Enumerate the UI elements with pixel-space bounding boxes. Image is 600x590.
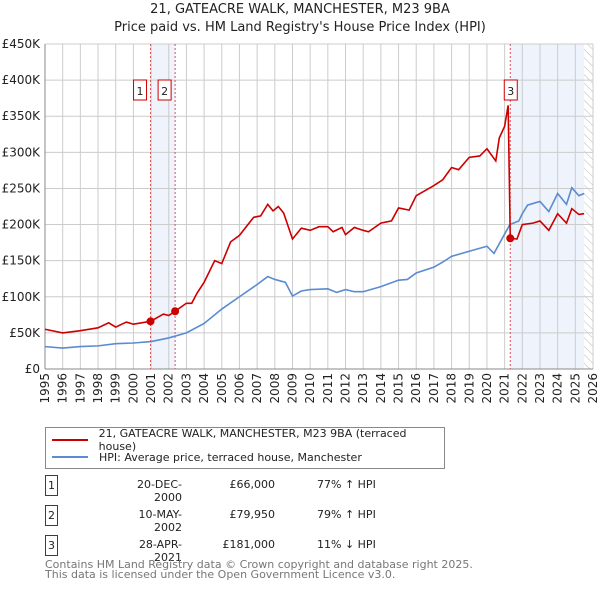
sale-date: 10-MAY-2002 <box>138 508 182 534</box>
y-tick-label: £100K <box>2 290 42 304</box>
x-tick-label: 2008 <box>268 373 282 404</box>
legend-item-property: 21, GATEACRE WALK, MANCHESTER, M23 9BA (… <box>52 427 444 453</box>
y-tick-label: £300K <box>2 145 42 159</box>
sale-point <box>146 317 155 326</box>
sale-hpi-diff: 77% ↑ HPI <box>317 478 376 491</box>
x-tick-label: 1995 <box>38 373 52 404</box>
x-tick-label: 2013 <box>356 373 370 404</box>
x-tick-label: 1998 <box>91 373 105 404</box>
sale-row: 1 20-DEC-2000 £66,000 77% ↑ HPI <box>45 475 445 504</box>
sale-date: 20-DEC-2000 <box>136 478 182 504</box>
sale-label: 2 <box>161 85 168 98</box>
y-tick-label: £400K <box>2 73 42 87</box>
sale-hpi-diff: 79% ↑ HPI <box>317 508 376 521</box>
legend-swatch-blue <box>52 456 88 458</box>
sale-label-box <box>503 79 518 101</box>
sale-marker-badge: 2 <box>45 505 58 526</box>
sale-label-box <box>133 79 148 101</box>
x-tick-label: 2006 <box>232 373 246 404</box>
y-tick-label: £350K <box>2 109 42 123</box>
x-tick-label: 2011 <box>321 373 335 404</box>
x-tick-label: 2005 <box>215 373 229 404</box>
sale-label: 3 <box>507 85 514 98</box>
sale-point <box>506 234 515 243</box>
legend: 21, GATEACRE WALK, MANCHESTER, M23 9BA (… <box>45 427 445 469</box>
property-price-line <box>44 105 585 334</box>
x-tick-label: 2016 <box>409 373 423 404</box>
x-tick-label: 2002 <box>162 373 176 404</box>
x-tick-label: 2009 <box>285 373 299 404</box>
forecast-hatch <box>584 44 593 369</box>
sale-hpi-diff: 11% ↓ HPI <box>317 538 376 551</box>
chart-title: 21, GATEACRE WALK, MANCHESTER, M23 9BA <box>150 2 450 17</box>
sale-marker-badge: 3 <box>45 535 58 556</box>
y-tick-label: £450K <box>2 37 42 51</box>
sale-row: 3 28-APR-2021 £181,000 11% ↓ HPI <box>45 535 445 564</box>
sale-point <box>171 307 180 316</box>
sale-price: £66,000 <box>229 478 276 491</box>
x-tick-label: 2022 <box>515 373 529 404</box>
legend-item-hpi: HPI: Average price, terraced house, Manc… <box>52 449 362 465</box>
x-tick-label: 2018 <box>445 373 459 404</box>
x-tick-label: 1997 <box>73 373 87 404</box>
sale-label: 1 <box>137 85 144 98</box>
x-tick-label: 1999 <box>109 373 123 404</box>
sale-date: 28-APR-2021 <box>138 538 182 564</box>
footer: Contains HM Land Registry data © Crown c… <box>45 558 473 581</box>
x-tick-label: 2015 <box>392 373 406 404</box>
sale-marker-badge: 1 <box>45 475 58 496</box>
legend-swatch-red <box>52 439 88 441</box>
legend-label: 21, GATEACRE WALK, MANCHESTER, M23 9BA (… <box>98 427 407 453</box>
x-tick-label: 2026 <box>586 373 600 404</box>
sale-price: £79,950 <box>229 508 276 521</box>
x-tick-label: 2025 <box>568 373 582 404</box>
legend-label: HPI: Average price, terraced house, Manc… <box>99 450 362 464</box>
sale-row: 2 10-MAY-2002 £79,950 79% ↑ HPI <box>45 505 445 534</box>
x-tick-label: 2012 <box>339 373 353 404</box>
x-tick-label: 1996 <box>56 373 70 404</box>
x-tick-label: 2003 <box>179 373 193 404</box>
y-tick-label: £50K <box>9 326 41 340</box>
y-tick-label: £150K <box>2 254 42 268</box>
sale-label-box <box>157 79 172 101</box>
x-tick-label: 2017 <box>427 373 441 404</box>
x-tick-label: 2020 <box>480 373 494 404</box>
y-tick-label: £200K <box>2 218 42 232</box>
footer-line: This data is licensed under the Open Gov… <box>45 568 396 581</box>
hpi-line <box>44 186 585 349</box>
x-tick-label: 2001 <box>144 373 158 404</box>
x-tick-label: 2014 <box>374 373 388 404</box>
x-tick-label: 2010 <box>303 373 317 404</box>
sale-price: £181,000 <box>222 538 276 551</box>
x-tick-label: 2000 <box>126 373 140 404</box>
x-tick-label: 2023 <box>533 373 547 404</box>
sale-period-shade <box>510 44 585 369</box>
x-tick-label: 2007 <box>250 373 264 404</box>
price-chart: 1995 1996 1997 1998 1999 2000 2001 2002 2003 2004… <box>2 37 600 404</box>
footer-line: Contains HM Land Registry data © Crown c… <box>45 558 473 571</box>
x-tick-label: 2004 <box>197 373 211 404</box>
x-tick-label: 2021 <box>498 373 512 404</box>
y-tick-label: £250K <box>2 181 42 195</box>
y-tick-label: £0 <box>25 362 40 376</box>
x-tick-label: 2019 <box>462 373 476 404</box>
chart-subtitle: Price paid vs. HM Land Registry's House … <box>114 20 486 35</box>
x-tick-label: 2024 <box>551 373 565 404</box>
